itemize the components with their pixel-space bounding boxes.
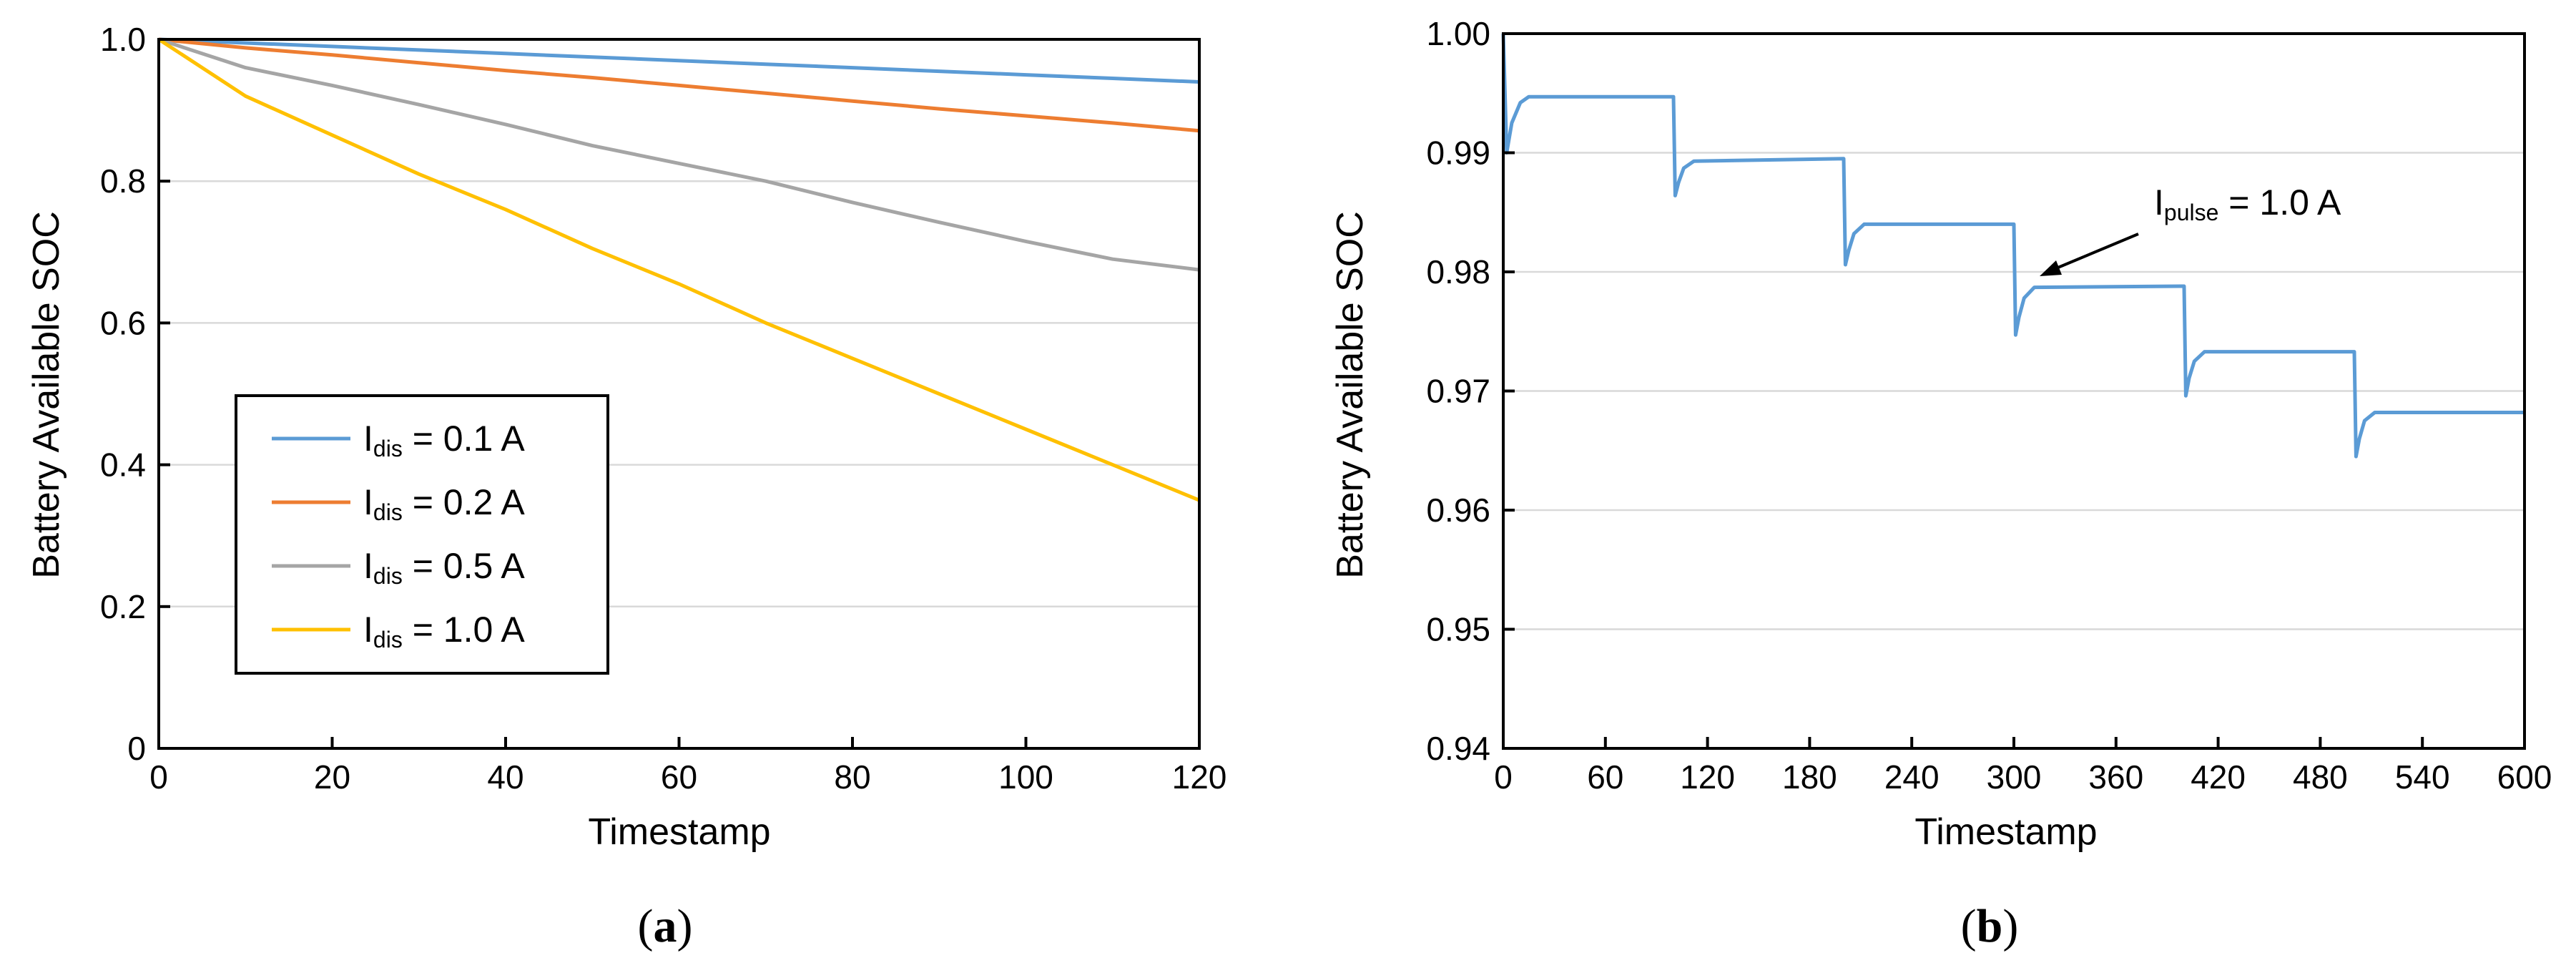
chart-a: 0 20 40 60 80 100 120 0 0.2 0.4 0.6 0.8 1.0 Timesta… [26,21,1226,952]
chart-a-legend-items: Idis = 0.1 A Idis = 0.2 A Idis = 0.5 A Idis… [272,419,525,652]
series-line-4 [157,37,1200,502]
chart-a-y-axis-label: Battery Available SOC [26,211,67,579]
y-tick-label: 0.2 [100,588,146,625]
y-tick-label: 0.98 [1426,253,1490,290]
y-tick-label: 0.8 [100,162,146,200]
x-tick-label: 20 [314,758,350,796]
chart-b-y-axis-label: Battery Available SOC [1329,211,1371,579]
x-tick-label: 240 [1884,758,1940,796]
x-tick-label: 600 [2497,758,2552,796]
chart-b-panel-label: (b) [1961,900,2019,952]
x-tick-label: 120 [1172,758,1227,796]
chart-b-series [1501,33,2525,459]
x-tick-label: 120 [1680,758,1735,796]
chart-a-panel-label: (a) [638,900,693,952]
series-line-2 [158,37,1200,133]
x-tick-label: 420 [2191,758,2246,796]
chart-b: 0 60 120 180 240 300 360 420 480 540 600 0.940.950… [1329,15,2552,952]
y-tick-label: 0.95 [1426,611,1490,648]
x-tick-label: 60 [661,758,697,796]
chart-a-legend-box [235,394,609,675]
annotation-label: Ipulse = 1.0 A [2154,182,2341,225]
x-tick-label: 100 [998,758,1053,796]
x-tick-label: 180 [1782,758,1837,796]
legend-label: Idis = 0.1 A [363,419,525,461]
y-tick-label: 0.99 [1426,135,1490,172]
x-tick-label: 0 [149,758,168,796]
y-tick-label: 1.00 [1426,15,1490,52]
x-tick-label: 540 [2395,758,2450,796]
x-tick-label: 480 [2293,758,2348,796]
y-tick-label: 1.0 [100,21,146,58]
legend-label: Idis = 0.2 A [363,482,525,525]
chart-a-series [157,37,1200,502]
x-tick-label: 300 [1987,758,2042,796]
chart-b-x-axis-label: Timestamp [1914,811,2097,853]
series-line-3 [158,37,1200,272]
chart-a-x-ticks: 0 20 40 60 80 100 120 [149,737,1226,796]
y-tick-label: 0.6 [100,304,146,341]
chart-a-legend: Idis = 0.1 A Idis = 0.2 A Idis = 0.5 A Idis… [235,394,609,675]
chart-b-y-ticks: 0.94 0.95 0.96 0.97 0.98 0.99 1.00 [1426,15,1515,767]
series-line-1 [1501,33,2525,459]
chart-b-annotation: Ipulse = 1.0 A [2040,182,2341,276]
y-tick-label: 0.96 [1426,492,1490,529]
annotation-arrow-line [2050,233,2139,272]
chart-a-y-ticks: 0 0.2 0.4 0.6 0.8 1.0 [100,21,170,767]
y-tick-label: 0.4 [100,446,146,484]
x-tick-label: 360 [2088,758,2143,796]
x-tick-label: 80 [834,758,870,796]
y-tick-label: 0.97 [1426,373,1490,410]
y-tick-label: 0.94 [1426,730,1490,767]
annotation-arrowhead [2040,260,2062,276]
legend-label: Idis = 1.0 A [363,610,525,652]
x-tick-label: 40 [487,758,523,796]
legend-label: Idis = 0.5 A [363,546,525,589]
y-tick-label: 0 [127,730,146,767]
x-tick-label: 60 [1587,758,1623,796]
chart-b-x-ticks: 0 60 120 180 240 300 360 420 480 540 600 [1494,737,2552,796]
chart-a-x-axis-label: Timestamp [588,811,770,853]
series-line-1 [158,37,1200,84]
x-tick-label: 0 [1494,758,1513,796]
